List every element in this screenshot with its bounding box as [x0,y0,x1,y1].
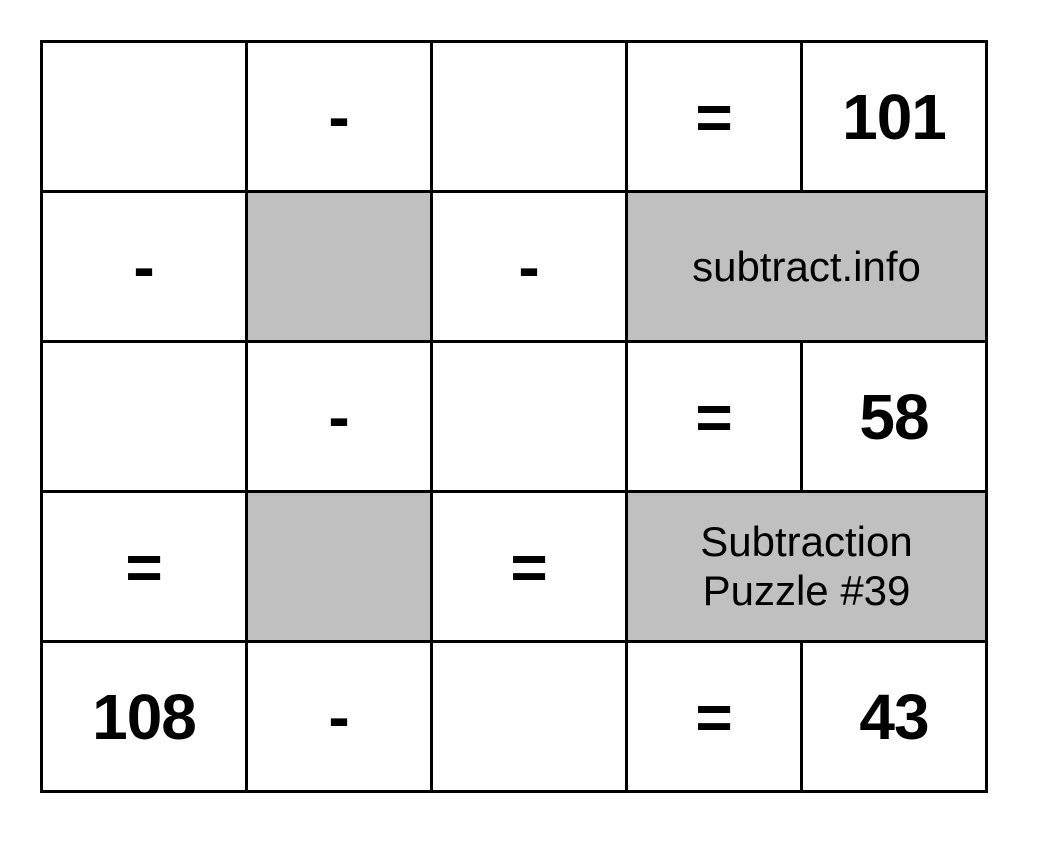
cell-r1c34-site-info: subtract.info [627,192,987,342]
subtraction-puzzle-grid: - = 101 - - subtract.info - = 58 = = Sub… [40,40,988,793]
puzzle-title-line1: Subtraction [700,518,912,565]
cell-r4c4-result: 43 [802,642,987,792]
cell-r2c4-result: 58 [802,342,987,492]
cell-r4c2-blank[interactable] [432,642,627,792]
cell-r0c3-equals: = [627,42,802,192]
cell-r3c1-shaded [247,492,432,642]
cell-r4c0-value: 108 [42,642,247,792]
cell-r1c0-minus: - [42,192,247,342]
cell-r2c2-blank[interactable] [432,342,627,492]
cell-r0c0-blank[interactable] [42,42,247,192]
cell-r2c0-blank[interactable] [42,342,247,492]
cell-r0c1-minus: - [247,42,432,192]
cell-r0c4-result: 101 [802,42,987,192]
cell-r4c1-minus: - [247,642,432,792]
cell-r4c3-equals: = [627,642,802,792]
cell-r1c2-minus: - [432,192,627,342]
cell-r2c3-equals: = [627,342,802,492]
cell-r2c1-minus: - [247,342,432,492]
cell-r1c1-shaded [247,192,432,342]
cell-r3c2-equals: = [432,492,627,642]
puzzle-title-line2: Puzzle #39 [703,567,911,614]
cell-r3c0-equals: = [42,492,247,642]
cell-r3c34-puzzle-title: Subtraction Puzzle #39 [627,492,987,642]
cell-r0c2-blank[interactable] [432,42,627,192]
